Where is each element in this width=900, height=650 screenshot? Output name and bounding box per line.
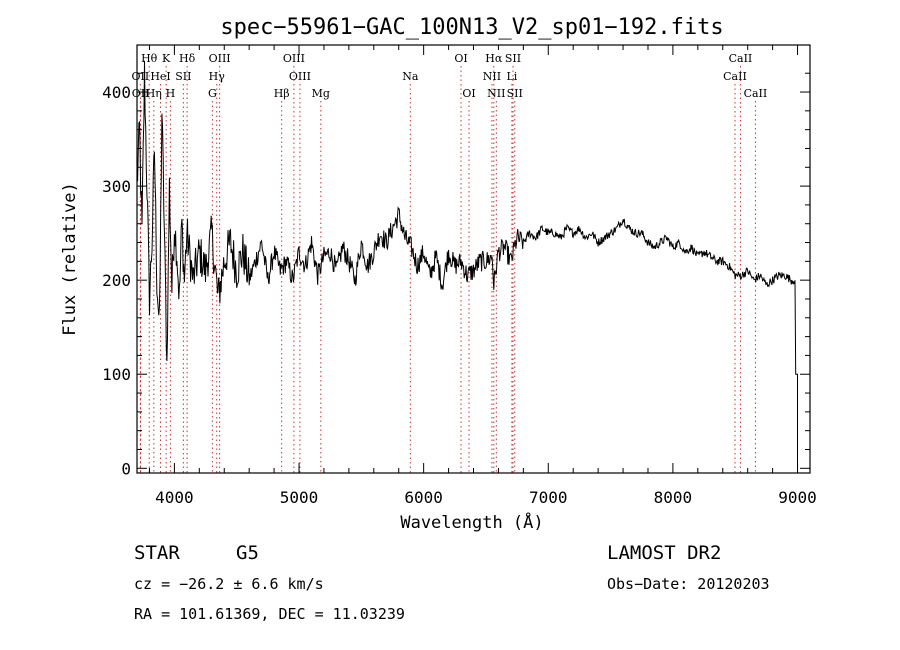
sky-coordinates: RA = 101.61369, DEC = 11.03239: [134, 605, 405, 623]
spectral-line-label: CaII: [729, 52, 753, 65]
redshift-velocity: cz = −26.2 ± 6.6 km/s: [134, 575, 324, 593]
object-subclass: G5: [236, 542, 259, 564]
spectral-line-label: CaII: [723, 70, 747, 83]
spectral-line-label: NII: [483, 70, 501, 83]
spectral-line-label: SII: [175, 70, 191, 83]
spectral-line-label: OIII: [289, 70, 311, 83]
spectral-line-markers: [139, 66, 756, 473]
spectral-line-label: OI: [454, 52, 467, 65]
y-tick-label: 300: [102, 177, 131, 196]
spectral-line-label: Hγ: [209, 70, 226, 83]
x-tick-label: 7000: [529, 488, 568, 507]
axis-ticks: [137, 45, 810, 473]
spectral-line-label: OI: [462, 87, 475, 100]
axis-tick-labels: 4000 5000 6000 7000 8000 9000 0 100 200 300 400: [102, 83, 817, 507]
object-class: STAR: [134, 542, 180, 564]
spectral-line-label: Hα: [485, 52, 503, 65]
survey-name: LAMOST DR2: [607, 542, 721, 564]
spectral-line-label: Hη: [146, 87, 162, 100]
spectral-line-label: Na: [402, 70, 419, 83]
x-tick-label: 8000: [654, 488, 693, 507]
spectral-line-label: SII: [507, 87, 523, 100]
spectral-line-label: Mg: [312, 87, 330, 100]
y-tick-label: 400: [102, 83, 131, 102]
spectrum-series-line: [136, 60, 798, 469]
spectral-line-label: OII: [132, 70, 150, 83]
x-tick-label: 4000: [155, 488, 194, 507]
spectral-line-label: G: [208, 87, 217, 100]
spectral-line-label: NII: [487, 87, 505, 100]
chart-title: spec−55961−GAC_100N13_V2_sp01−192.fits: [220, 15, 723, 40]
spectral-line-label: HeI: [150, 70, 170, 83]
spectral-line-label: SII: [505, 52, 521, 65]
spectral-line-label: CaII: [744, 87, 768, 100]
spectral-line-label: Hβ: [274, 87, 290, 100]
spectral-line-label: Hθ: [141, 52, 158, 65]
spectral-line-label: OIII: [209, 52, 231, 65]
y-tick-label: 0: [121, 459, 131, 478]
spectral-line-label: OIII: [283, 52, 305, 65]
y-tick-label: 200: [102, 271, 131, 290]
plot-frame: [136, 44, 811, 474]
x-tick-label: 5000: [280, 488, 319, 507]
x-axis-label: Wavelength (Å): [400, 511, 543, 533]
y-tick-label: 100: [102, 365, 131, 384]
spectral-line-label: H: [166, 87, 176, 100]
observation-date: Obs−Date: 20120203: [607, 575, 770, 593]
x-tick-label: 9000: [778, 488, 817, 507]
spectral-line-label: Li: [506, 70, 517, 83]
x-tick-label: 6000: [404, 488, 443, 507]
spectral-line-label: Hδ: [179, 52, 196, 65]
y-axis-label: Flux (relative): [60, 182, 80, 336]
spectral-line-label: K: [162, 52, 171, 65]
